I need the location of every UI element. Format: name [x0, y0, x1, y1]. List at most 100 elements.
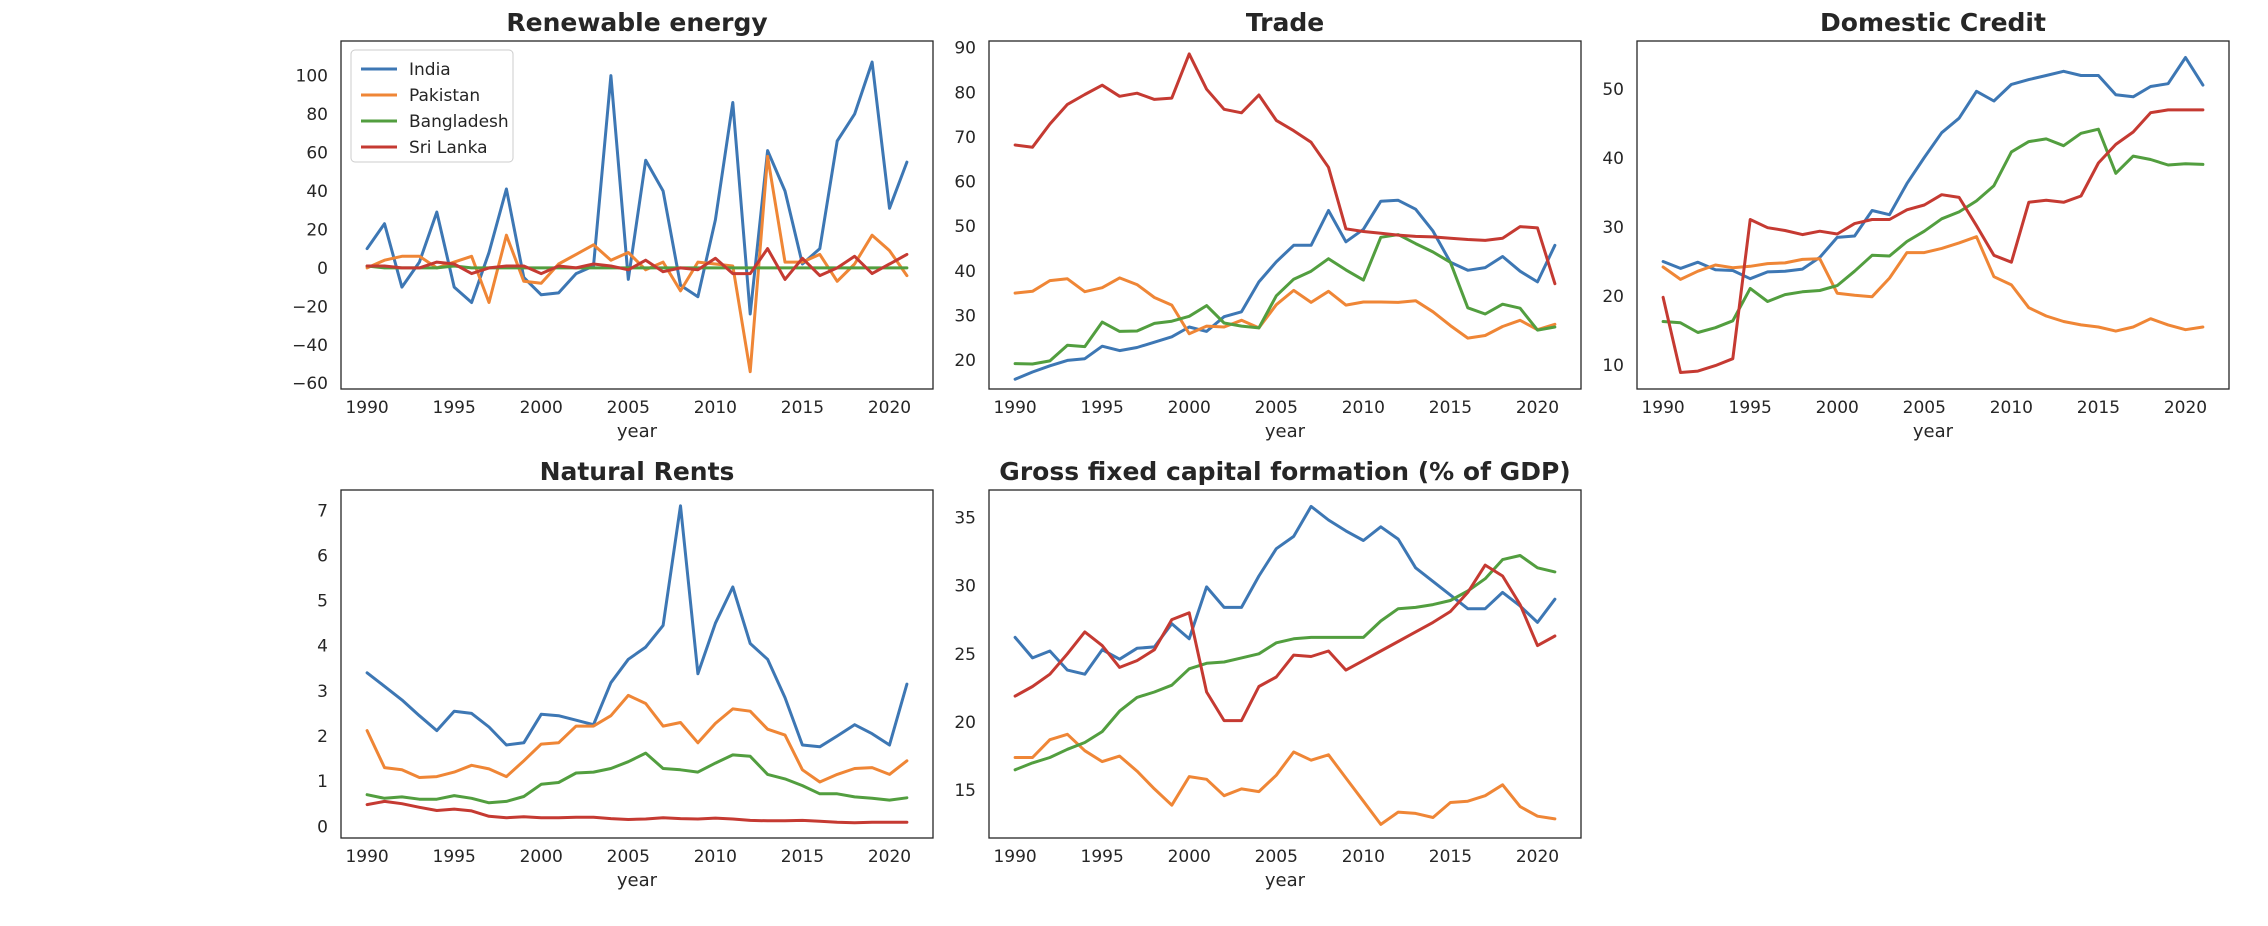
x-tick-label: 2015 — [781, 398, 824, 418]
chart-title: Trade — [1246, 8, 1324, 37]
x-tick-label: 2000 — [1168, 398, 1211, 418]
chart-title: Natural Rents — [540, 457, 735, 486]
y-tick-label: 4 — [317, 637, 328, 657]
y-tick-label: 0 — [317, 817, 328, 837]
x-tick-label: 2010 — [1342, 398, 1385, 418]
y-tick-label: 50 — [1602, 80, 1624, 100]
y-tick-label: 20 — [954, 713, 976, 733]
x-tick-label: 1990 — [345, 398, 388, 418]
y-tick-label: 3 — [317, 682, 328, 702]
x-tick-label: 1995 — [433, 398, 476, 418]
x-tick-label: 2010 — [694, 847, 737, 867]
x-tick-label: 2010 — [1342, 847, 1385, 867]
y-tick-label: 10 — [1602, 356, 1624, 376]
series-line-pakistan — [1661, 235, 2205, 333]
x-tick-label: 2020 — [868, 398, 911, 418]
x-tick-label: 2000 — [520, 847, 563, 867]
x-tick-label: 2015 — [2077, 398, 2120, 418]
series-line-india — [1013, 198, 1557, 381]
series-line-india — [365, 60, 909, 316]
y-tick-label: 40 — [1602, 149, 1624, 169]
x-axis-label: year — [1913, 421, 1954, 442]
series-line-pakistan — [1013, 276, 1557, 340]
y-tick-label: 80 — [306, 105, 328, 125]
y-tick-label: 0 — [317, 259, 328, 279]
x-axis-label: year — [1265, 421, 1306, 442]
series-line-sri-lanka — [1661, 108, 2205, 374]
series-line-sri-lanka — [1013, 563, 1557, 723]
y-tick-label: 80 — [954, 83, 976, 103]
x-tick-label: 2015 — [781, 847, 824, 867]
y-tick-label: 35 — [954, 508, 976, 528]
y-tick-label: 30 — [1602, 218, 1624, 238]
y-tick-label: 2 — [317, 727, 328, 747]
panel-renewable-energy: Renewable energy 1990 1995 2000 2005 2010 2015… — [292, 8, 934, 442]
series-line-bangladesh — [1013, 233, 1557, 366]
x-tick-label: 2005 — [1903, 398, 1946, 418]
x-tick-label: 1990 — [993, 398, 1036, 418]
legend: India Pakistan Bangladesh Sri Lanka — [350, 49, 514, 163]
series-line-pakistan — [365, 693, 909, 784]
chart-title: Domestic Credit — [1820, 8, 2046, 37]
x-tick-label: 2005 — [1255, 398, 1298, 418]
y-tick-label: 100 — [296, 67, 328, 87]
legend-box — [350, 49, 514, 163]
y-tick-label: 6 — [317, 546, 328, 566]
x-tick-label: 1990 — [1641, 398, 1684, 418]
series-line-bangladesh — [1661, 127, 2205, 334]
y-tick-label: 60 — [306, 144, 328, 164]
series-line-india — [365, 504, 909, 749]
legend-label-bangladesh: Bangladesh — [409, 112, 509, 132]
y-tick-label: 60 — [954, 173, 976, 193]
y-tick-label: 7 — [317, 501, 328, 521]
x-tick-label: 2010 — [694, 398, 737, 418]
series-line-pakistan — [365, 154, 909, 374]
x-axis-label: year — [617, 421, 658, 442]
y-tick-label: 1 — [317, 772, 328, 792]
panel-gross-fixed-capital-formation-of-gdp: Gross fixed capital formation (% of GDP)… — [954, 457, 1582, 891]
y-tick-label: 30 — [954, 577, 976, 597]
x-tick-label: 1995 — [1729, 398, 1772, 418]
series-line-sri-lanka — [365, 799, 909, 825]
y-tick-label: 20 — [306, 220, 328, 240]
legend-label-pakistan: Pakistan — [409, 86, 480, 106]
x-axis-label: year — [617, 870, 658, 891]
x-tick-label: 2000 — [520, 398, 563, 418]
legend-label-sri-lanka: Sri Lanka — [409, 138, 488, 158]
x-tick-label: 2020 — [1516, 398, 1559, 418]
x-tick-label: 2015 — [1429, 398, 1472, 418]
legend-label-india: India — [409, 60, 451, 80]
y-tick-label: 40 — [306, 182, 328, 202]
x-tick-label: 1995 — [1081, 847, 1124, 867]
series-line-sri-lanka — [365, 247, 909, 281]
x-tick-label: 1990 — [345, 847, 388, 867]
y-tick-label: −60 — [292, 374, 328, 394]
x-tick-label: 1995 — [1081, 398, 1124, 418]
x-tick-label: 2005 — [607, 398, 650, 418]
x-tick-label: 2000 — [1816, 398, 1859, 418]
series-line-sri-lanka — [1013, 52, 1557, 286]
y-tick-label: −40 — [292, 336, 328, 356]
x-tick-label: 2015 — [1429, 847, 1472, 867]
y-tick-label: 15 — [954, 781, 976, 801]
x-tick-label: 2005 — [1255, 847, 1298, 867]
series-line-india — [1661, 56, 2205, 281]
x-tick-label: 2020 — [2164, 398, 2207, 418]
plot-area — [988, 40, 1582, 390]
x-tick-label: 1990 — [993, 847, 1036, 867]
chart-title: Gross fixed capital formation (% of GDP) — [999, 457, 1570, 486]
y-tick-label: 20 — [1602, 287, 1624, 307]
y-tick-label: 50 — [954, 217, 976, 237]
x-tick-label: 2010 — [1990, 398, 2033, 418]
series-line-bangladesh — [1013, 554, 1557, 772]
y-tick-label: 90 — [954, 39, 976, 59]
x-axis-label: year — [1265, 870, 1306, 891]
y-tick-label: 20 — [954, 351, 976, 371]
x-tick-label: 1995 — [433, 847, 476, 867]
y-tick-label: 5 — [317, 592, 328, 612]
series-line-bangladesh — [365, 751, 909, 805]
